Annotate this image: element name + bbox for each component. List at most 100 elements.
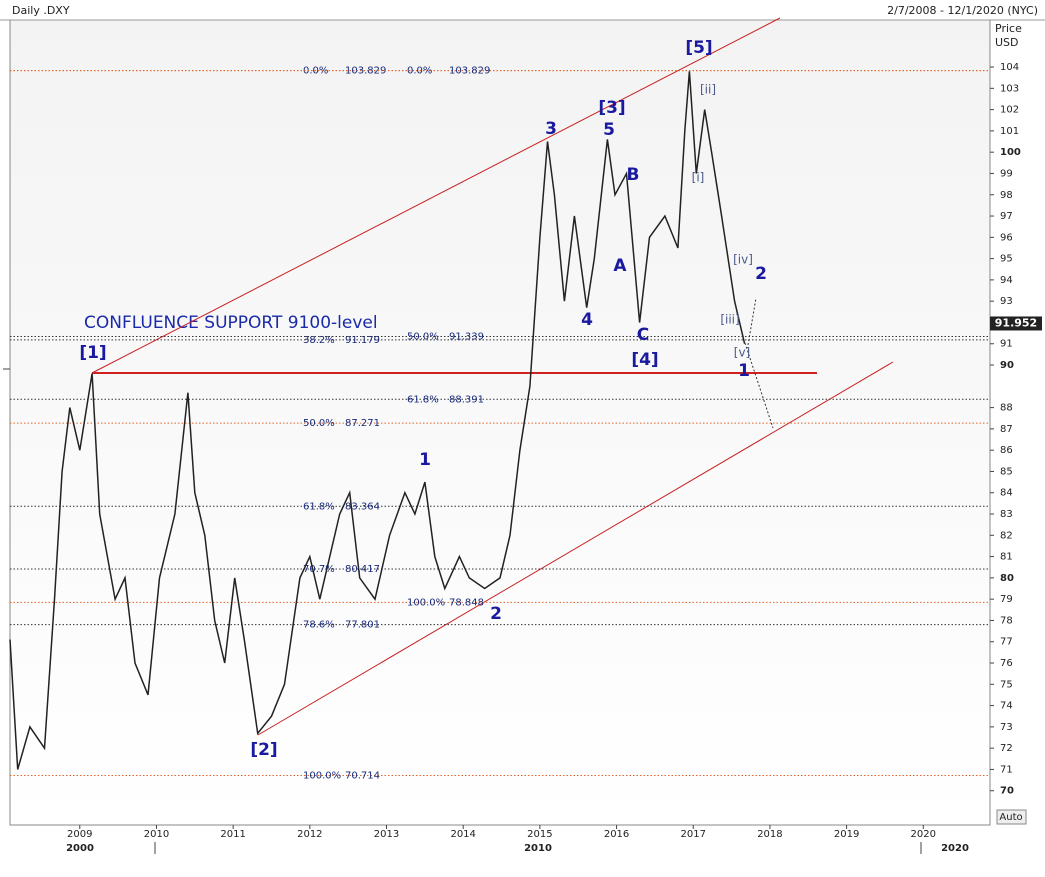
trend-line <box>91 17 781 374</box>
y-tick-label: 102 <box>1000 105 1019 116</box>
y-tick-label: 101 <box>1000 126 1019 137</box>
y-tick-label: 90 <box>1000 360 1014 371</box>
wave-label: [4] <box>631 350 658 370</box>
x-tick-label: 2014 <box>450 829 475 840</box>
wave-label: 4 <box>581 310 593 330</box>
y-tick-label: 78 <box>1000 615 1013 626</box>
fib-value: 103.829 <box>449 66 490 77</box>
annotation: CONFLUENCE SUPPORT 9100-level <box>84 313 378 333</box>
wave-label: [i] <box>692 171 705 185</box>
last-price-label: 91.952 <box>995 316 1037 329</box>
trend-line <box>257 361 894 736</box>
date-range: 2/7/2008 - 12/1/2020 (NYC) <box>887 4 1038 17</box>
y-tick-label: 85 <box>1000 466 1013 477</box>
wave-label: [3] <box>598 98 625 118</box>
x-tick-label: 2016 <box>604 829 629 840</box>
y-tick-label: 74 <box>1000 701 1013 712</box>
y-tick-label: 104 <box>1000 62 1019 73</box>
y-tick-label: 87 <box>1000 424 1013 435</box>
x-tick-label: 2011 <box>220 829 245 840</box>
fib-value: 78.848 <box>449 597 484 608</box>
fib-pct: 50.0% <box>407 332 439 343</box>
fib-pct: 78.6% <box>303 620 335 631</box>
fib-value: 77.801 <box>345 620 380 631</box>
wave-label: [5] <box>685 38 712 58</box>
fib-pct: 70.7% <box>303 564 335 575</box>
fib-value: 87.271 <box>345 418 380 429</box>
wave-label: [ii] <box>700 83 716 97</box>
wave-label: 2 <box>755 264 767 284</box>
chart-title: Daily .DXY <box>12 4 70 17</box>
wave-label: 2 <box>490 604 502 624</box>
fib-pct: 61.8% <box>407 394 439 405</box>
wave-label: [iv] <box>733 253 753 267</box>
x-tick-label: 2009 <box>67 829 92 840</box>
x-tick-label: 2013 <box>374 829 399 840</box>
y-tick-label: 83 <box>1000 509 1013 520</box>
fib-value: 91.179 <box>345 335 380 346</box>
y-tick-label: 76 <box>1000 658 1013 669</box>
x-tick-label: 2018 <box>757 829 782 840</box>
y-tick-label: 88 <box>1000 403 1013 414</box>
wave-label: [2] <box>250 740 277 760</box>
x-tick-label: 2015 <box>527 829 552 840</box>
fib-value: 103.829 <box>345 66 386 77</box>
y-tick-label: 95 <box>1000 254 1013 265</box>
y-tick-label: 81 <box>1000 552 1013 563</box>
x-tick-label: 2019 <box>834 829 859 840</box>
wave-label: 5 <box>603 120 615 140</box>
x-tick-label: 2020 <box>911 829 936 840</box>
decade-label: 2010 <box>524 843 552 854</box>
wave-label: [v] <box>734 346 750 360</box>
wave-label: [1] <box>79 343 106 363</box>
fib-pct: 100.0% <box>303 771 341 782</box>
y-tick-label: 73 <box>1000 722 1013 733</box>
y-tick-label: 96 <box>1000 232 1013 243</box>
decade-label: 2020 <box>941 843 969 854</box>
y-tick-label: 99 <box>1000 168 1013 179</box>
fib-pct: 38.2% <box>303 335 335 346</box>
fib-value: 91.339 <box>449 332 484 343</box>
y-tick-label: 91 <box>1000 339 1013 350</box>
plot-area <box>9 19 991 826</box>
y-tick-label: 72 <box>1000 743 1013 754</box>
fib-pct: 50.0% <box>303 418 335 429</box>
axis-title: USD <box>995 36 1019 49</box>
x-tick-label: 2012 <box>297 829 322 840</box>
axis-title: Price <box>995 22 1022 35</box>
fib-pct: 0.0% <box>407 66 432 77</box>
wave-label: 1 <box>419 450 431 470</box>
wave-label: B <box>627 165 640 185</box>
y-tick-label: 82 <box>1000 530 1013 541</box>
wave-label: 1 <box>738 361 750 381</box>
y-tick-label: 77 <box>1000 637 1013 648</box>
y-tick-label: 98 <box>1000 190 1013 201</box>
fib-pct: 61.8% <box>303 501 335 512</box>
fib-pct: 100.0% <box>407 597 445 608</box>
wave-label: A <box>613 256 627 276</box>
y-tick-label: 70 <box>1000 786 1014 797</box>
y-tick-label: 84 <box>1000 488 1013 499</box>
x-tick-label: 2010 <box>144 829 169 840</box>
wave-label: C <box>637 325 649 345</box>
wave-label: [iii] <box>720 313 739 327</box>
auto-button-label[interactable]: Auto <box>999 812 1022 823</box>
fib-value: 70.714 <box>345 771 380 782</box>
decade-label: 2000 <box>66 843 94 854</box>
y-tick-label: 103 <box>1000 83 1019 94</box>
y-tick-label: 100 <box>1000 147 1021 158</box>
y-tick-label: 71 <box>1000 764 1013 775</box>
x-tick-label: 2017 <box>681 829 706 840</box>
fib-value: 88.391 <box>449 394 484 405</box>
y-tick-label: 75 <box>1000 679 1013 690</box>
auto-button[interactable] <box>996 809 1027 825</box>
projection <box>744 342 774 429</box>
y-tick-label: 97 <box>1000 211 1013 222</box>
fib-value: 83.364 <box>345 501 380 512</box>
wave-label: 3 <box>545 119 557 139</box>
price-line <box>9 71 746 770</box>
y-tick-label: 79 <box>1000 594 1013 605</box>
fib-value: 80.417 <box>345 564 380 575</box>
y-tick-label: 93 <box>1000 296 1013 307</box>
